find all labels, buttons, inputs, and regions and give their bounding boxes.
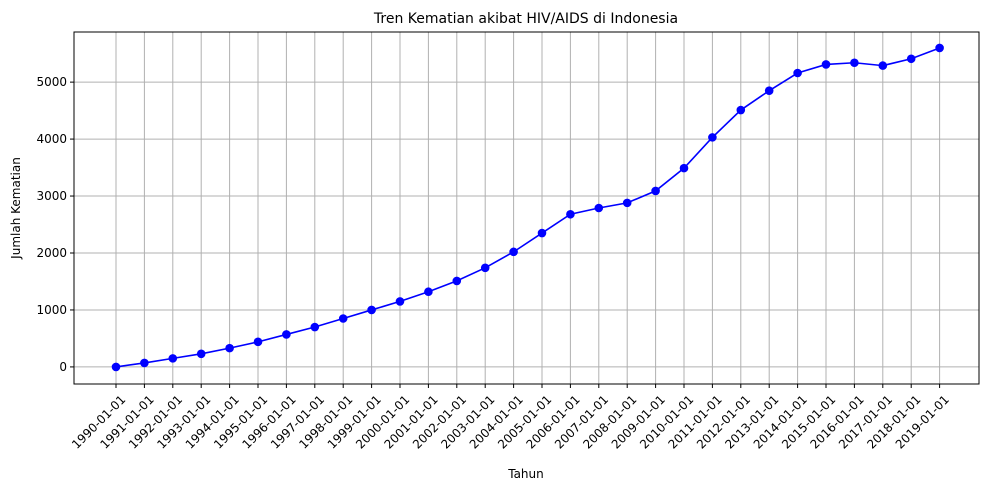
data-point [821, 60, 831, 69]
series-line [115, 47, 940, 368]
chart-title: Tren Kematian akibat HIV/AIDS di Indones… [373, 11, 678, 27]
data-point [850, 58, 859, 68]
y-tick-label: 2000 [36, 246, 67, 260]
data-point [452, 276, 462, 286]
y-tick-label: 5000 [36, 75, 67, 89]
data-point [764, 86, 774, 95]
data-point [651, 186, 660, 196]
data-point [594, 203, 604, 213]
series-layer [111, 43, 944, 372]
data-point [679, 163, 689, 173]
y-tick-label: 0 [59, 360, 67, 374]
data-point [367, 305, 376, 315]
data-point [111, 362, 121, 372]
y-tick-label: 1000 [36, 303, 67, 317]
data-point [736, 105, 746, 115]
data-point [395, 297, 405, 306]
data-point [253, 337, 263, 347]
y-axis-label: Jumlah Kematian [9, 157, 23, 260]
data-point [338, 314, 348, 323]
data-point [282, 330, 291, 339]
data-point [196, 349, 206, 359]
data-point [906, 54, 916, 64]
data-point [935, 43, 944, 53]
y-axis: 0 1000 2000 3000 4000 5000 [36, 75, 74, 374]
y-tick-label: 3000 [36, 189, 67, 203]
data-point [622, 198, 632, 208]
y-tick-label: 4000 [36, 132, 67, 146]
data-point [708, 133, 717, 142]
data-point [566, 209, 575, 219]
data-point [424, 287, 433, 297]
x-axis-label: Tahun [507, 467, 544, 481]
data-point [480, 263, 490, 273]
data-point [878, 61, 888, 70]
data-point [140, 358, 149, 368]
plot-frame [73, 31, 980, 385]
grid [74, 32, 979, 384]
data-point [537, 228, 547, 238]
data-point [793, 68, 802, 78]
data-point [225, 343, 234, 353]
data-point [310, 322, 320, 332]
data-point [509, 247, 518, 257]
data-point [168, 354, 178, 363]
